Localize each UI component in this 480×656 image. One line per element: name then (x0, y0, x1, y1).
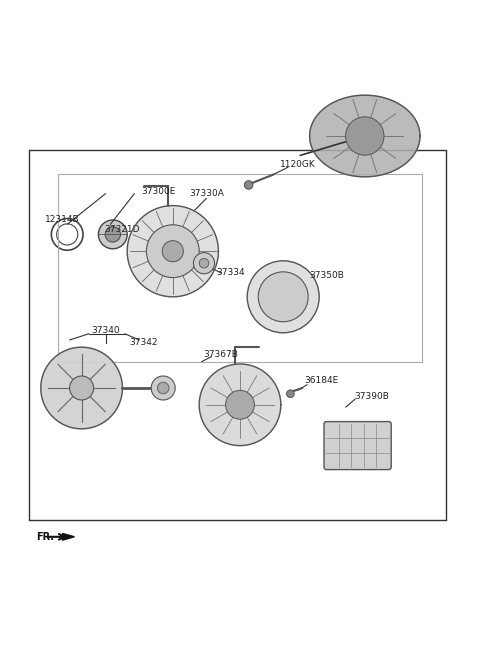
Circle shape (247, 261, 319, 333)
Text: 36184E: 36184E (304, 377, 339, 385)
Circle shape (226, 390, 254, 419)
Polygon shape (199, 364, 281, 445)
Polygon shape (62, 533, 74, 540)
Text: 37340: 37340 (91, 326, 120, 335)
Circle shape (287, 390, 294, 398)
Text: 37330A: 37330A (189, 189, 224, 198)
Polygon shape (310, 95, 420, 177)
Circle shape (151, 376, 175, 400)
Circle shape (258, 272, 308, 321)
Polygon shape (41, 347, 122, 429)
Circle shape (193, 253, 215, 274)
Circle shape (162, 241, 183, 262)
Circle shape (70, 376, 94, 400)
Circle shape (244, 180, 253, 190)
Circle shape (199, 258, 209, 268)
Text: 37334: 37334 (216, 268, 245, 277)
Text: 37321D: 37321D (105, 225, 140, 234)
Text: 37300E: 37300E (141, 187, 176, 195)
FancyBboxPatch shape (324, 422, 391, 470)
Circle shape (157, 382, 169, 394)
Circle shape (98, 220, 127, 249)
Text: 12314B: 12314B (45, 216, 80, 224)
Text: 37367B: 37367B (204, 350, 238, 359)
Text: 37342: 37342 (130, 338, 158, 347)
Polygon shape (127, 205, 218, 297)
Text: 37350B: 37350B (309, 271, 344, 279)
Text: 1120GK: 1120GK (280, 160, 315, 169)
Circle shape (105, 227, 120, 242)
Circle shape (346, 117, 384, 155)
Text: 37390B: 37390B (355, 392, 389, 401)
Circle shape (146, 225, 199, 277)
Text: FR.: FR. (36, 532, 54, 542)
